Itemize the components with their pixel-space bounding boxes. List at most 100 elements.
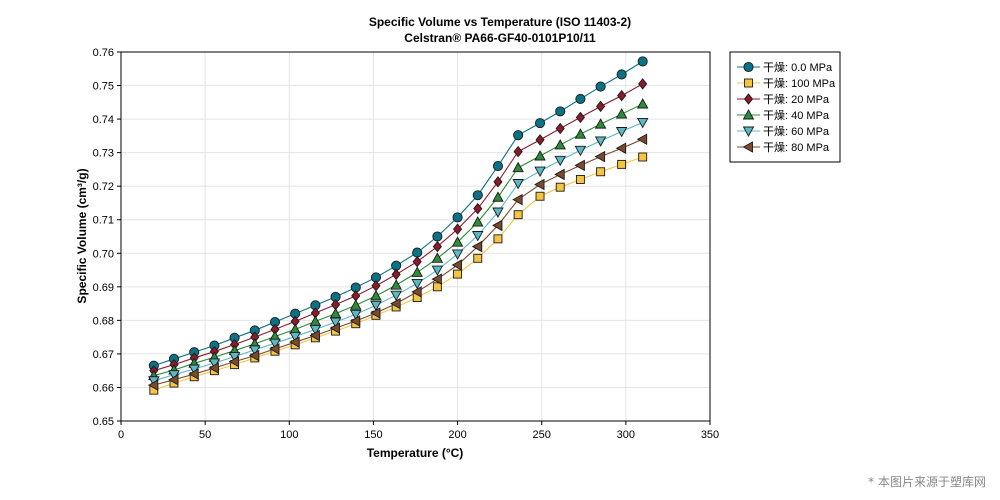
data-point	[595, 81, 606, 92]
data-point	[412, 247, 423, 258]
data-point	[575, 93, 586, 105]
data-point	[249, 345, 261, 356]
series-line	[153, 103, 643, 377]
legend-item: 干燥: 20 MPa	[737, 93, 830, 106]
data-point	[492, 161, 504, 172]
data-point	[349, 309, 362, 321]
data-point	[269, 343, 280, 355]
data-point	[594, 150, 606, 163]
watermark: * 本图片来源于塑库网	[868, 475, 986, 489]
data-point	[451, 259, 463, 271]
plot-area	[120, 51, 711, 422]
y-tick-label: 0.75	[93, 81, 114, 93]
data-point	[228, 355, 240, 368]
series-0	[148, 56, 648, 371]
legend-label: 干燥: 0.0 MPa	[763, 61, 833, 74]
data-point	[512, 179, 524, 190]
x-tick-label: 350	[701, 429, 719, 441]
data-point	[534, 166, 546, 178]
data-point	[432, 231, 443, 242]
data-point	[370, 307, 381, 319]
legend-marker	[742, 141, 753, 153]
data-point	[513, 210, 523, 220]
data-point	[471, 240, 483, 253]
data-point	[535, 134, 545, 146]
y-tick-label: 0.74	[93, 114, 114, 126]
data-point	[616, 69, 627, 80]
data-point	[492, 207, 504, 218]
data-point	[168, 373, 179, 386]
data-point	[615, 127, 628, 138]
data-point	[289, 336, 300, 348]
data-point	[411, 286, 422, 298]
data-point	[574, 159, 585, 172]
data-point	[594, 136, 607, 147]
data-point	[535, 191, 545, 201]
data-point	[147, 379, 159, 391]
data-point	[309, 324, 322, 336]
data-point	[636, 117, 649, 129]
legend-marker	[744, 78, 753, 88]
data-point	[472, 216, 484, 227]
y-axis-ticks: 0.65 0.66 0.67 0.68 0.69 0.70 0.71 0.72 0.73 0.74…	[93, 47, 121, 428]
x-tick-label: 150	[364, 429, 382, 441]
data-point	[269, 338, 281, 350]
legend-label: 干燥: 100 MPa	[763, 77, 836, 90]
legend-marker	[743, 61, 754, 73]
data-point	[493, 234, 503, 244]
data-point	[329, 317, 342, 328]
data-point	[617, 159, 627, 169]
y-tick-label: 0.66	[93, 382, 114, 394]
data-point	[309, 315, 322, 326]
data-point	[638, 78, 648, 90]
data-point	[617, 89, 627, 102]
data-point	[431, 252, 444, 263]
data-point	[289, 332, 301, 343]
series-3	[148, 98, 649, 381]
data-point	[574, 145, 587, 157]
x-tick-label: 250	[533, 429, 551, 441]
x-tick-label: 200	[448, 429, 466, 441]
data-point	[349, 315, 361, 327]
data-point	[492, 219, 503, 232]
data-point	[513, 130, 524, 141]
data-point	[473, 253, 483, 263]
data-point	[615, 108, 628, 119]
data-point	[411, 279, 423, 290]
y-axis-title: Specific Volume (cm³/g)	[75, 168, 89, 303]
y-tick-label: 0.70	[93, 248, 114, 260]
grid	[121, 52, 710, 421]
data-point	[412, 255, 422, 268]
data-point	[452, 212, 463, 223]
data-point	[431, 273, 442, 285]
data-point	[248, 349, 260, 362]
data-point	[638, 152, 648, 162]
y-tick-label: 0.71	[93, 215, 114, 227]
data-point	[411, 266, 423, 277]
data-point	[391, 268, 401, 281]
data-point	[554, 138, 566, 150]
chart-subtitle: Celstran® PA66-GF40-0101P10/11	[404, 31, 596, 45]
data-point	[370, 289, 382, 301]
y-tick-label: 0.68	[93, 315, 114, 327]
data-point	[575, 175, 585, 184]
y-tick-label: 0.65	[93, 416, 114, 428]
data-point	[534, 178, 545, 191]
data-point	[188, 368, 199, 380]
data-point	[370, 300, 382, 312]
x-tick-label: 0	[118, 429, 124, 441]
data-point	[637, 56, 648, 67]
data-point	[390, 297, 401, 310]
data-point	[472, 231, 484, 242]
data-point	[329, 307, 342, 319]
data-point	[329, 322, 341, 334]
data-point	[451, 249, 464, 260]
data-point	[390, 279, 402, 290]
x-tick-label: 300	[617, 429, 635, 441]
data-point	[636, 98, 649, 109]
legend-marker	[742, 109, 755, 120]
legend-marker	[743, 93, 754, 105]
data-point	[473, 202, 483, 215]
data-point	[513, 145, 523, 158]
